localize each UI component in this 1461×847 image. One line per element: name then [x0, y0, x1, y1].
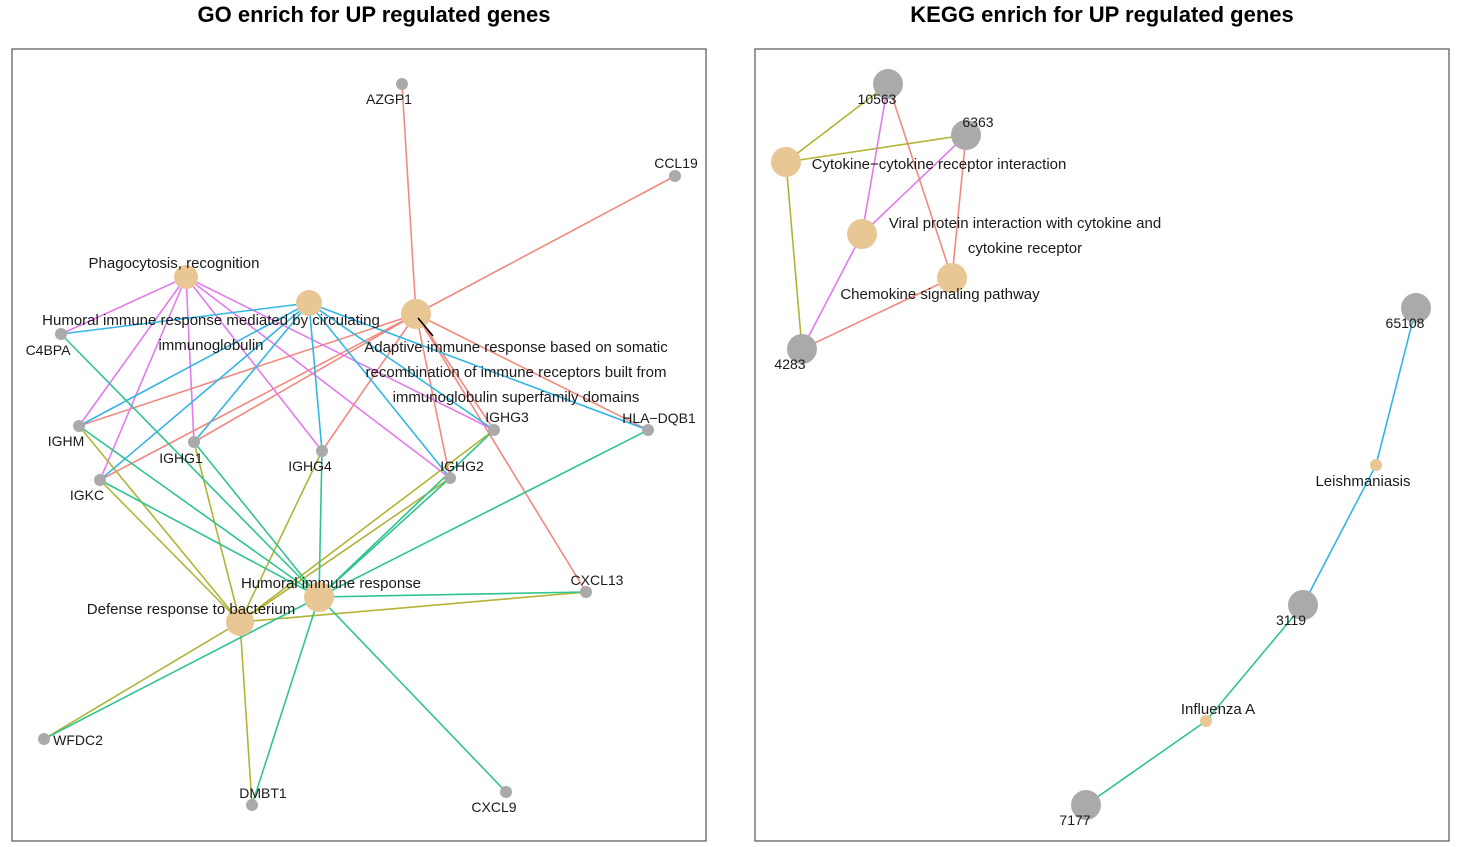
go-edge-humoral-DMBT1: [252, 597, 319, 805]
go-label-IGHG3: IGHG3: [485, 409, 529, 425]
kegg-label-viral-line2: cytokine receptor: [968, 240, 1082, 257]
go-node-IGHG1[interactable]: [188, 436, 200, 448]
kegg-label-viral-line1: Viral protein interaction with cytokine …: [889, 215, 1161, 232]
kegg-label-4283: 4283: [774, 356, 805, 372]
go-label-DMBT1: DMBT1: [239, 785, 287, 801]
kegg-edge-influenza-7177: [1086, 721, 1206, 805]
go-label-IGHM: IGHM: [48, 433, 85, 449]
kegg-label-influenza: Influenza A: [1181, 701, 1255, 718]
kegg-labels: 10563 6363 4283 65108 3119 7177 Cytokine−cytok…: [774, 91, 1424, 828]
go-edge-humoral_ig-IGKC: [100, 303, 309, 480]
go-label-AZGP1: AZGP1: [366, 91, 412, 107]
go-label-defense: Defense response to bacterium: [87, 601, 295, 618]
go-label-HLA-DQB1: HLA−DQB1: [622, 410, 696, 426]
go-edge-defense-DMBT1: [240, 622, 252, 805]
kegg-label-3119: 3119: [1276, 612, 1306, 628]
kegg-label-cytokine: Cytokine−cytokine receptor interaction: [812, 156, 1067, 173]
kegg-edges: [786, 84, 1416, 805]
go-label-CCL19: CCL19: [654, 155, 698, 171]
go-node-IGKC[interactable]: [94, 474, 106, 486]
go-edge-humoral-CXCL9: [319, 597, 506, 792]
kegg-label-6363: 6363: [962, 114, 993, 130]
go-edge-phago-IGHG1: [186, 277, 194, 442]
go-edge-humoral-WFDC2: [44, 597, 319, 739]
go-edge-humoral-IGHG3: [319, 430, 494, 597]
kegg-label-65108: 65108: [1386, 315, 1425, 331]
go-label-adaptive-line3: immunoglobulin superfamily domains: [393, 389, 640, 406]
go-label-IGHG2: IGHG2: [440, 458, 484, 474]
go-node-WFDC2[interactable]: [38, 733, 50, 745]
go-label-humoral_ig-line2: immunoglobulin: [158, 337, 263, 354]
go-label-phago: Phagocytosis, recognition: [89, 255, 260, 272]
go-label-humoral_ig-line1: Humoral immune response mediated by circ…: [42, 312, 380, 329]
go-node-C4BPA[interactable]: [55, 328, 67, 340]
go-label-CXCL9: CXCL9: [471, 799, 516, 815]
go-label-C4BPA: C4BPA: [26, 342, 72, 358]
kegg-node-viral[interactable]: [847, 219, 877, 249]
go-label-adaptive-line1: Adaptive immune response based on somati…: [364, 339, 668, 356]
go-label-CXCL13: CXCL13: [571, 572, 624, 588]
kegg-node-cytokine[interactable]: [771, 147, 801, 177]
kegg-label-7177: 7177: [1059, 812, 1090, 828]
go-label-IGHG1: IGHG1: [159, 450, 203, 466]
kegg-edge-leish-65108: [1376, 308, 1416, 465]
go-node-IGHG4[interactable]: [316, 445, 328, 457]
go-label-WFDC2: WFDC2: [53, 732, 103, 748]
go-node-IGHG3[interactable]: [488, 424, 500, 436]
go-edge-defense-WFDC2: [44, 622, 240, 739]
go-label-IGKC: IGKC: [70, 487, 104, 503]
kegg-label-leish: Leishmaniasis: [1315, 473, 1410, 490]
kegg-edge-chemokine-10563: [888, 84, 952, 278]
go-edge-adaptive-IGHG4: [322, 314, 416, 451]
go-edge-adaptive-CCL19: [416, 176, 675, 314]
kegg-label-chemokine: Chemokine signaling pathway: [840, 286, 1040, 303]
go-edge-adaptive-AZGP1: [402, 84, 416, 314]
go-node-CXCL9[interactable]: [500, 786, 512, 798]
go-node-CCL19[interactable]: [669, 170, 681, 182]
go-label-humoral: Humoral immune response: [241, 575, 421, 592]
go-label-adaptive-line2: recombination of immune receptors built …: [366, 364, 667, 381]
go-label-IGHG4: IGHG4: [288, 458, 332, 474]
go-nodes: [38, 78, 681, 811]
go-edges: [44, 84, 675, 805]
go-node-AZGP1[interactable]: [396, 78, 408, 90]
go-node-adaptive[interactable]: [401, 299, 431, 329]
go-node-IGHM[interactable]: [73, 420, 85, 432]
kegg-edge-cytokine-4283: [786, 162, 802, 349]
kegg-node-leish[interactable]: [1370, 459, 1382, 471]
go-panel-frame: [12, 49, 706, 841]
kegg-nodes: [771, 69, 1431, 820]
go-labels: AZGP1 CCL19 C4BPA IGHM IGHG1 IGHG4 IGHG2 IGHG3 H…: [26, 91, 698, 815]
kegg-label-10563: 10563: [858, 91, 897, 107]
